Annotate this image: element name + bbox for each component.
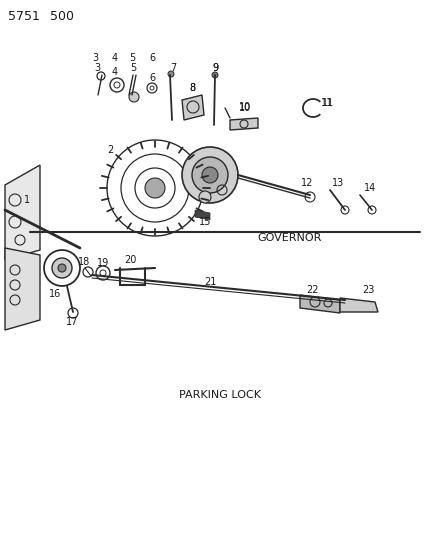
- Text: 10: 10: [239, 103, 251, 113]
- Text: 3: 3: [94, 63, 100, 73]
- Text: 5: 5: [130, 63, 136, 73]
- Circle shape: [52, 258, 72, 278]
- Text: 11: 11: [322, 98, 334, 108]
- Circle shape: [192, 157, 228, 193]
- Text: 9: 9: [212, 63, 218, 73]
- Text: 20: 20: [124, 255, 136, 265]
- Text: 12: 12: [301, 178, 313, 188]
- Text: 11: 11: [321, 98, 333, 108]
- Text: 14: 14: [364, 183, 376, 193]
- Text: 15: 15: [199, 217, 211, 227]
- Polygon shape: [230, 118, 258, 130]
- Text: 22: 22: [307, 285, 319, 295]
- Text: 5751: 5751: [8, 10, 40, 23]
- Text: 18: 18: [78, 257, 90, 267]
- Text: 10: 10: [239, 102, 251, 112]
- Polygon shape: [5, 248, 40, 330]
- Circle shape: [182, 147, 238, 203]
- Text: 3: 3: [92, 53, 98, 63]
- Circle shape: [202, 167, 218, 183]
- Text: 6: 6: [149, 73, 155, 83]
- Text: 4: 4: [112, 53, 118, 63]
- Circle shape: [168, 71, 174, 77]
- Text: 8: 8: [189, 83, 195, 93]
- Text: 9: 9: [212, 63, 218, 73]
- Polygon shape: [182, 95, 204, 120]
- Text: GOVERNOR: GOVERNOR: [258, 233, 322, 243]
- Circle shape: [212, 72, 218, 78]
- Text: 21: 21: [204, 277, 216, 287]
- Text: 23: 23: [362, 285, 374, 295]
- Polygon shape: [300, 295, 340, 313]
- Text: PARKING LOCK: PARKING LOCK: [179, 390, 261, 400]
- Text: 6: 6: [149, 53, 155, 63]
- Text: 19: 19: [97, 258, 109, 268]
- Circle shape: [199, 191, 211, 203]
- Text: 1: 1: [24, 195, 30, 205]
- Circle shape: [129, 92, 139, 102]
- Text: 16: 16: [49, 289, 61, 299]
- Circle shape: [145, 178, 165, 198]
- Text: 13: 13: [332, 178, 344, 188]
- Text: 17: 17: [66, 317, 78, 327]
- Polygon shape: [340, 298, 378, 312]
- Polygon shape: [5, 165, 40, 260]
- Text: 2: 2: [107, 145, 113, 155]
- Text: 4: 4: [112, 67, 118, 77]
- Polygon shape: [195, 210, 210, 220]
- Text: 5: 5: [129, 53, 135, 63]
- Text: 8: 8: [189, 83, 195, 93]
- Text: 7: 7: [170, 63, 176, 73]
- Circle shape: [58, 264, 66, 272]
- Text: 500: 500: [50, 10, 74, 23]
